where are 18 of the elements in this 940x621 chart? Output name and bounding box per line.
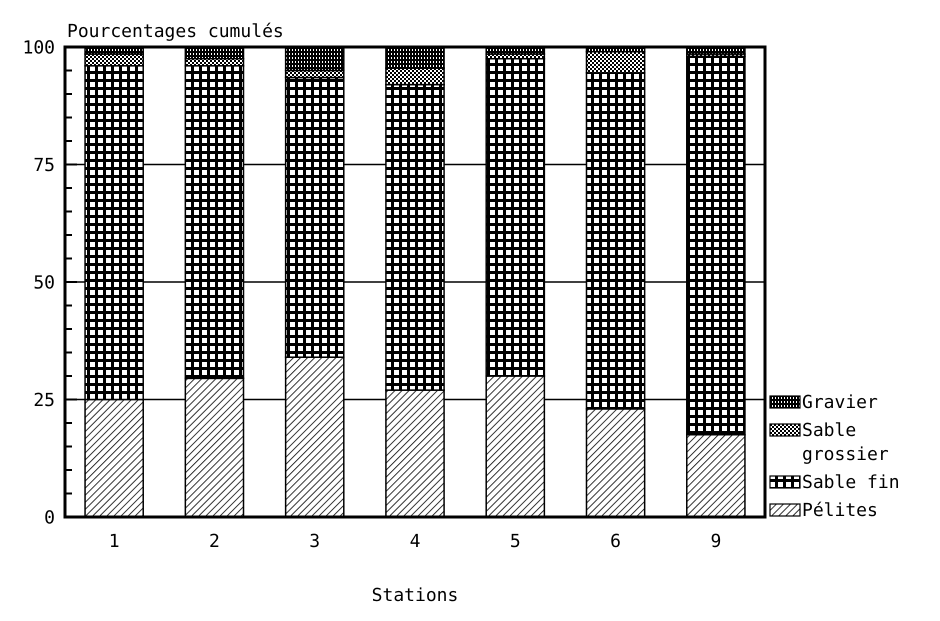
y-tick-label: 50 (33, 272, 55, 294)
y-tick-label: 0 (44, 507, 55, 528)
y-tick-label: 25 (33, 390, 55, 411)
x-tick-label: 4 (410, 531, 420, 552)
x-tick-label: 5 (510, 531, 521, 552)
x-tick-label: 6 (610, 531, 621, 552)
legend-label: Gravier (802, 392, 878, 413)
y-axis-title: Pourcentages cumulés (67, 21, 284, 42)
x-axis-title: Stations (372, 585, 458, 606)
legend-label: Sable grossier (802, 420, 889, 465)
x-tick-label: 2 (209, 531, 220, 552)
x-tick-label: 1 (108, 531, 120, 552)
legend-label: Pélites (802, 500, 878, 521)
x-tick-label: 9 (710, 531, 722, 552)
y-tick-label: 75 (33, 154, 55, 176)
x-tick-label: 3 (309, 531, 320, 552)
y-tick-label: 100 (22, 37, 55, 58)
legend-label: Sable fin (802, 472, 900, 493)
